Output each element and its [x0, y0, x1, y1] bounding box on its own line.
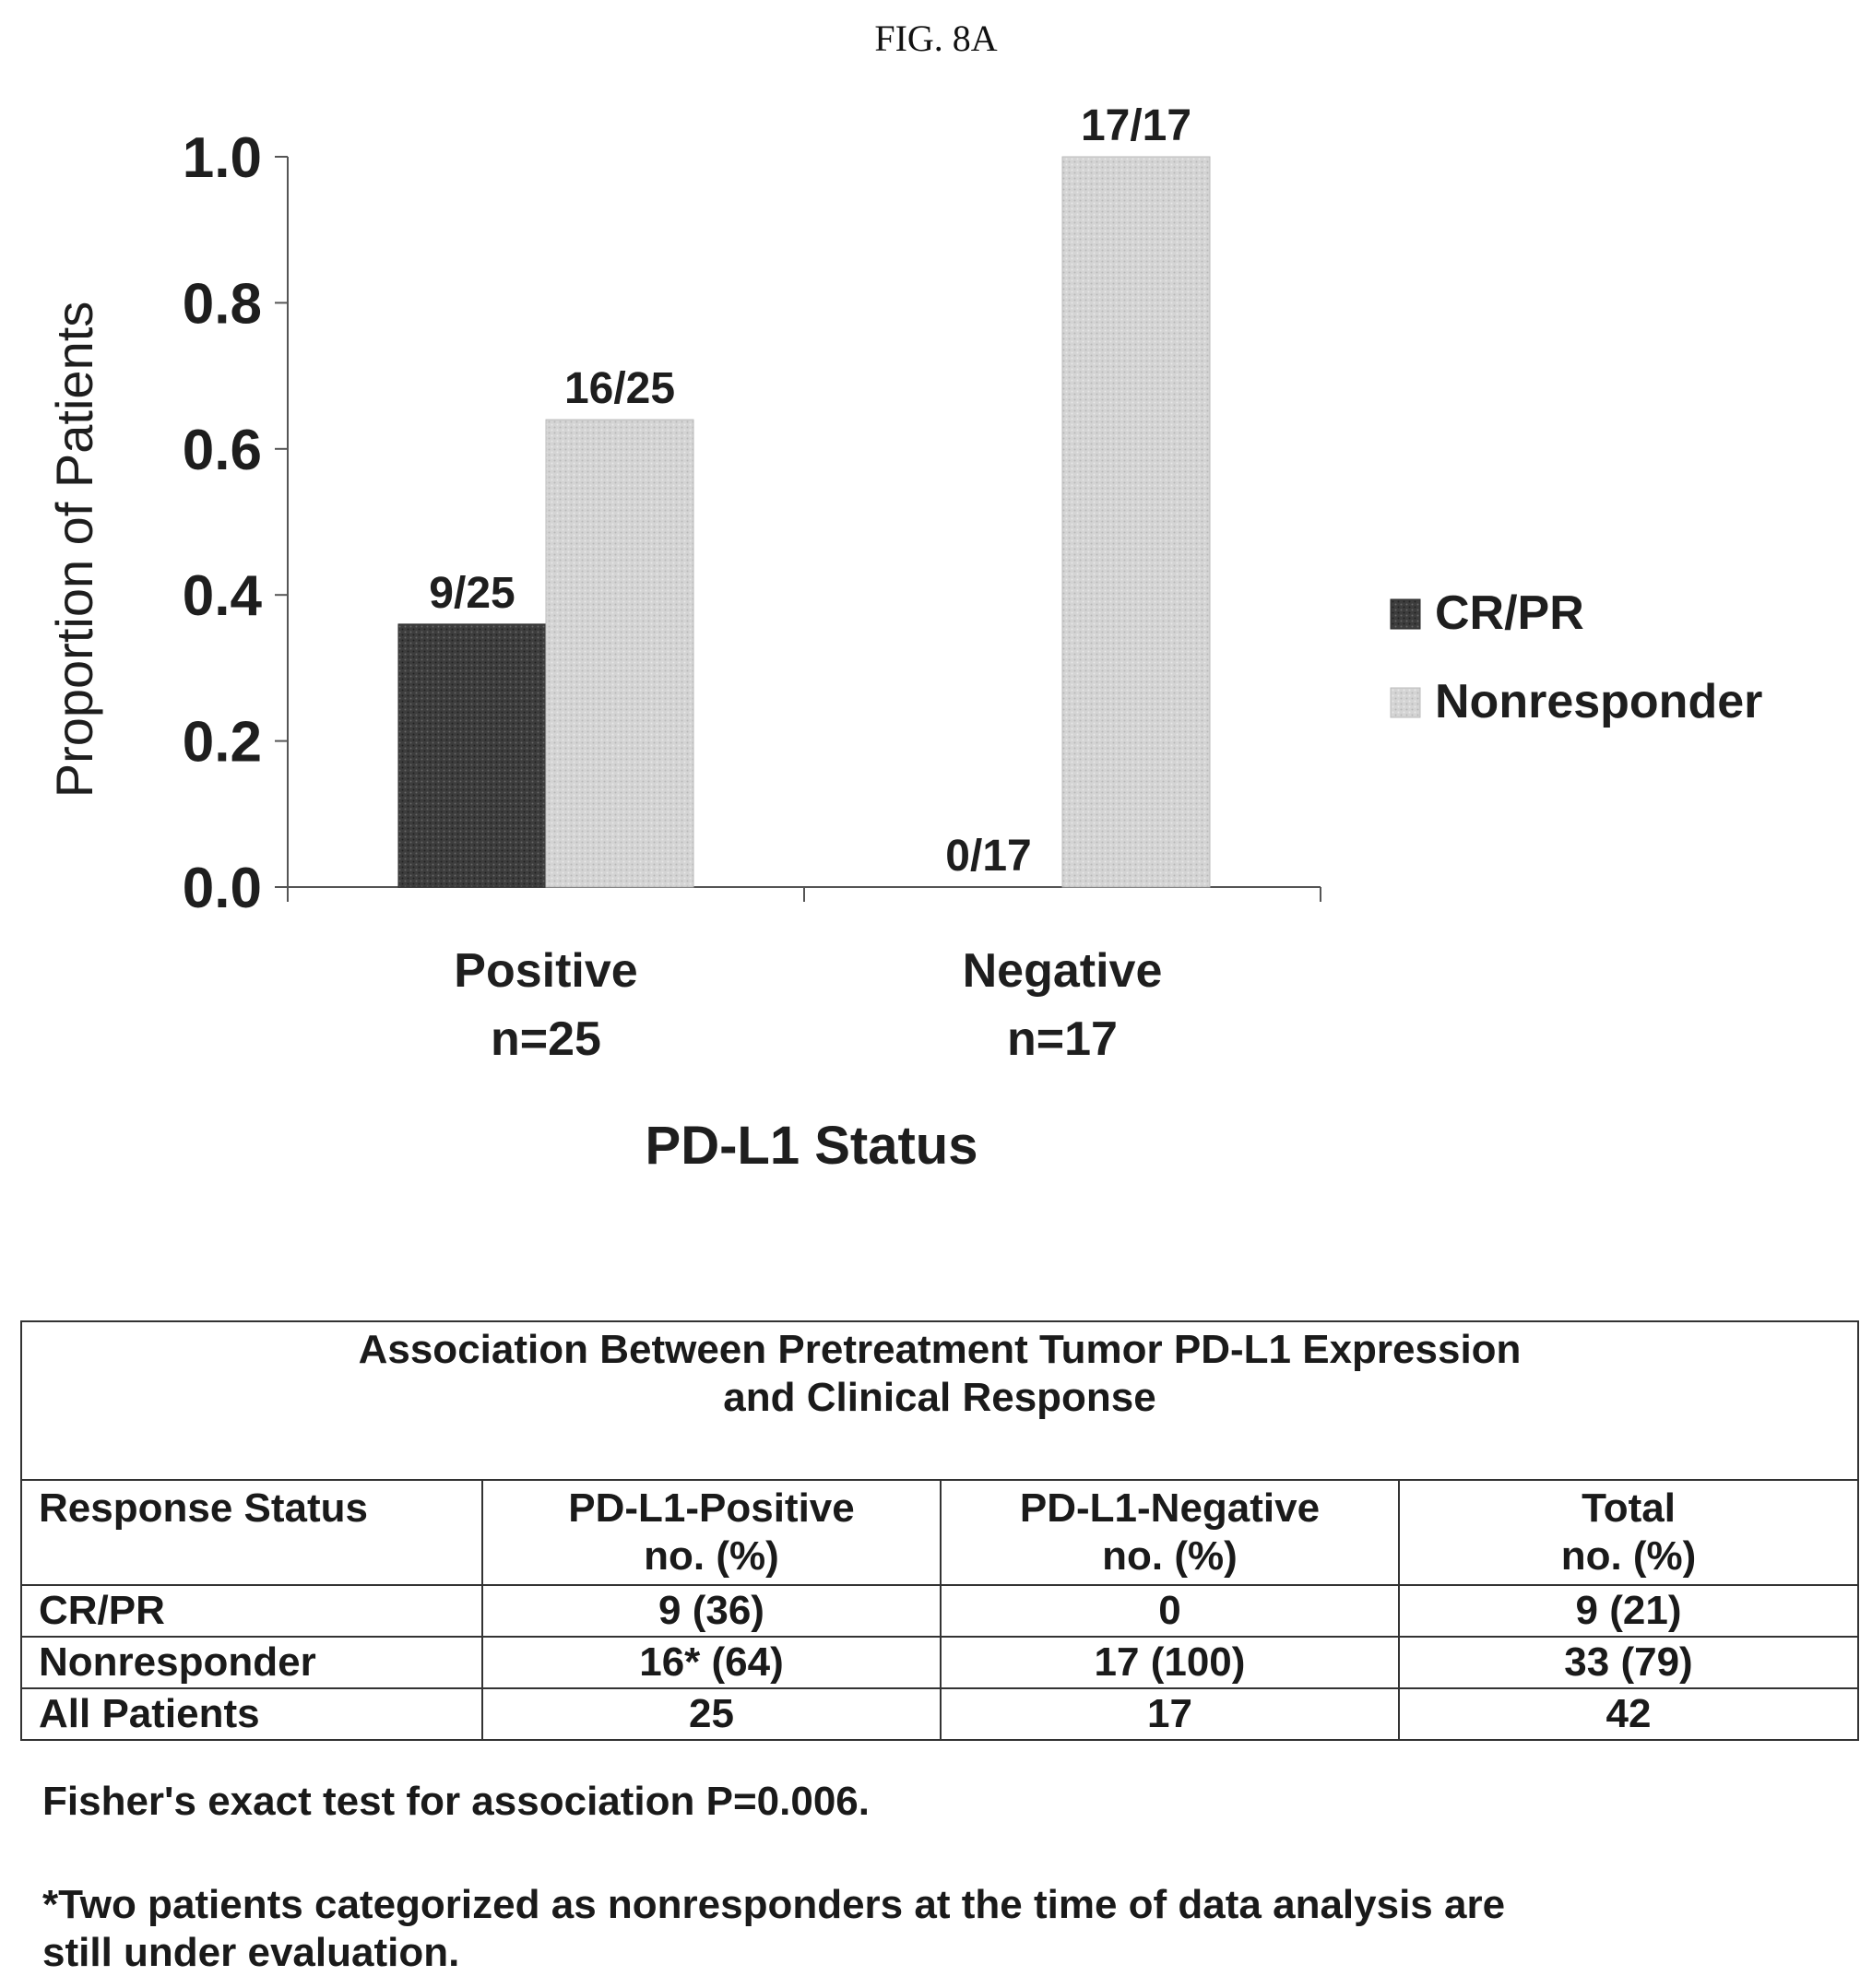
x-category-sublabel: n=17 [1007, 1012, 1118, 1066]
footnote-line2: still under evaluation. [42, 1930, 460, 1975]
x-category-label: Positive [454, 944, 637, 998]
x-axis-title: PD-L1 Status [646, 1116, 978, 1176]
table-row: All Patients 25 17 42 [20, 1687, 1860, 1741]
fisher-test-note: Fisher's exact test for association P=0.… [42, 1779, 870, 1824]
table-title-line2: and Clinical Response [723, 1375, 1156, 1420]
table-row: CR/PR 9 (36) 0 9 (21) [20, 1584, 1860, 1638]
footnote-line1: *Two patients categorized as nonresponde… [42, 1882, 1506, 1927]
data-label: 0/17 [945, 832, 1031, 881]
header-pdl1-positive-label: PD-L1-Positive [568, 1485, 855, 1531]
legend-swatch [1390, 598, 1421, 630]
header-total-unit: no. (%) [1560, 1533, 1697, 1579]
header-pdl1-negative-label: PD-L1-Negative [1019, 1485, 1321, 1531]
bar-nonresponder-positive [545, 419, 694, 888]
evaluation-footnote: *Two patients categorized as nonresponde… [42, 1881, 1831, 1977]
header-pdl1-positive: PD-L1-Positive no. (%) [481, 1479, 942, 1586]
data-label: 9/25 [429, 569, 515, 618]
table-header-row: Response Status PD-L1-Positive no. (%) P… [20, 1479, 1860, 1586]
header-response-status: Response Status [20, 1479, 483, 1586]
table-cell: 25 [481, 1687, 942, 1741]
table-cell: Nonresponder [20, 1636, 483, 1689]
y-tick-label: 0.4 [183, 564, 263, 628]
table-cell: CR/PR [20, 1584, 483, 1638]
table-cell: 42 [1397, 1687, 1860, 1741]
x-category-sublabel: n=25 [491, 1012, 601, 1066]
table-cell: All Patients [20, 1687, 483, 1741]
data-label: 16/25 [564, 364, 675, 413]
bar-cr-pr-positive [397, 623, 547, 888]
table-row: Nonresponder 16* (64) 17 (100) 33 (79) [20, 1636, 1860, 1689]
table-cell: 9 (36) [481, 1584, 942, 1638]
table-cell: 0 [940, 1584, 1400, 1638]
table-cell: 16* (64) [481, 1636, 942, 1689]
y-tick-label: 0.6 [183, 419, 262, 482]
bar-chart: 0.0 0.2 0.4 0.6 0.8 1.0 Proportion of Patients… [45, 101, 1762, 1176]
table-cell: 33 (79) [1397, 1636, 1860, 1689]
table-title: Association Between Pretreatment Tumor P… [19, 1320, 1860, 1481]
legend-label: CR/PR [1435, 586, 1584, 640]
table-cell: 17 [940, 1687, 1400, 1741]
header-pdl1-negative-unit: no. (%) [1102, 1533, 1238, 1579]
header-pdl1-positive-unit: no. (%) [644, 1533, 779, 1579]
y-axis-title: Proportion of Patients [45, 302, 103, 799]
table-title-line1: Association Between Pretreatment Tumor P… [358, 1327, 1522, 1372]
association-table-container: Association Between Pretreatment Tumor P… [19, 1320, 1860, 1741]
bar-nonresponder-negative [1061, 156, 1211, 888]
header-total: Total no. (%) [1397, 1479, 1860, 1586]
legend-label: Nonresponder [1435, 675, 1762, 728]
table-cell: 17 (100) [940, 1636, 1400, 1689]
y-tick-label: 0.2 [183, 711, 262, 775]
legend-swatch [1390, 687, 1421, 718]
y-tick-label: 0.8 [183, 272, 262, 336]
table-cell: 9 (21) [1397, 1584, 1860, 1638]
figure-label: FIG. 8A [874, 18, 998, 59]
header-total-label: Total [1582, 1485, 1676, 1531]
x-category-label: Negative [963, 944, 1163, 998]
data-label: 17/17 [1081, 101, 1191, 150]
y-tick-label: 0.0 [183, 857, 262, 920]
header-response-status-label: Response Status [39, 1485, 368, 1531]
association-table: Association Between Pretreatment Tumor P… [19, 1320, 1860, 1741]
y-tick-label: 1.0 [183, 126, 262, 190]
header-pdl1-negative: PD-L1-Negative no. (%) [940, 1479, 1400, 1586]
